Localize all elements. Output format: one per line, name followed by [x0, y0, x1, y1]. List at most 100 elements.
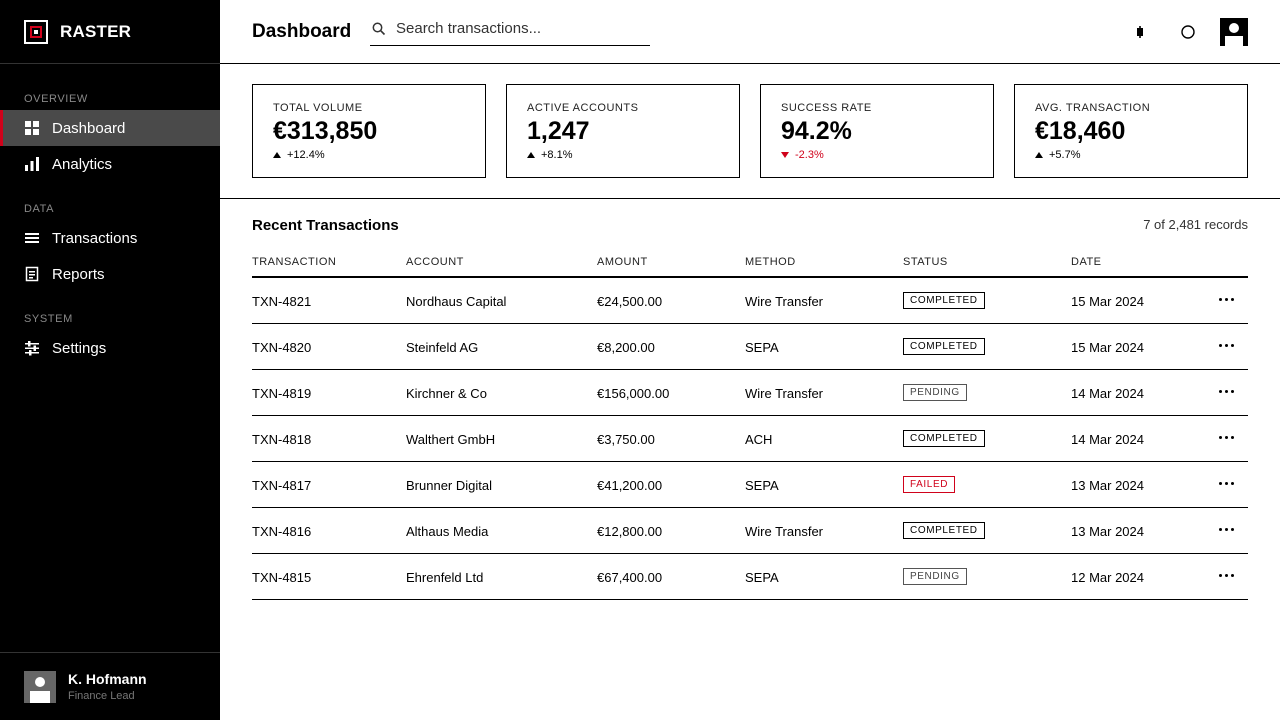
- column-header-transaction[interactable]: TRANSACTION: [252, 256, 337, 268]
- more-options-icon[interactable]: [1218, 521, 1238, 537]
- more-options-icon[interactable]: [1218, 567, 1238, 583]
- brand[interactable]: RASTER: [24, 20, 131, 44]
- amount: €12,800.00: [597, 524, 663, 539]
- status-badge: COMPLETED: [903, 522, 985, 539]
- table-row[interactable]: TXN-4820 Steinfeld AG €8,200.00 SEPA COM…: [252, 324, 1248, 370]
- sidebar-item-label: Settings: [52, 339, 107, 357]
- method: ACH: [745, 432, 773, 447]
- amount: €3,750.00: [597, 432, 655, 447]
- sidebar-item-label: Transactions: [52, 229, 138, 247]
- amount: €156,000.00: [597, 386, 670, 401]
- amount: €67,400.00: [597, 570, 663, 585]
- sidebar: RASTER OVERVIEW Dashboard Analytics DATA…: [0, 0, 220, 720]
- top-header: Dashboard: [220, 0, 1280, 64]
- trend-up-icon: [527, 152, 535, 158]
- record-count: 7 of 2,481 records: [1143, 217, 1248, 232]
- kpi-delta: +8.1%: [527, 149, 573, 161]
- document-icon: [25, 266, 39, 282]
- transaction-id: TXN-4820: [252, 340, 312, 355]
- trend-up-icon: [1035, 152, 1043, 158]
- method: SEPA: [745, 478, 779, 493]
- transaction-id: TXN-4815: [252, 570, 312, 585]
- method: SEPA: [745, 340, 779, 355]
- sidebar-item-transactions[interactable]: Transactions: [0, 220, 220, 256]
- kpi-value: 94.2%: [781, 117, 852, 145]
- status-badge: COMPLETED: [903, 292, 985, 309]
- method: Wire Transfer: [745, 294, 824, 309]
- list-icon: [25, 233, 39, 243]
- account-name: Brunner Digital: [406, 478, 492, 493]
- table-header: TRANSACTION ACCOUNT AMOUNT METHOD STATUS…: [252, 252, 1248, 278]
- more-options-icon[interactable]: [1218, 475, 1238, 491]
- amount: €8,200.00: [597, 340, 655, 355]
- table-row[interactable]: TXN-4821 Nordhaus Capital €24,500.00 Wir…: [252, 278, 1248, 324]
- status-badge: COMPLETED: [903, 430, 985, 447]
- account-name: Steinfeld AG: [406, 340, 479, 355]
- sliders-icon: [25, 341, 39, 356]
- kpi-value: 1,247: [527, 117, 590, 145]
- more-options-icon[interactable]: [1218, 383, 1238, 399]
- amount: €41,200.00: [597, 478, 663, 493]
- kpi-card-total-volume: TOTAL VOLUME €313,850 +12.4%: [252, 84, 486, 178]
- kpi-delta: +5.7%: [1035, 149, 1081, 161]
- trend-down-icon: [781, 152, 789, 158]
- column-header-method[interactable]: METHOD: [745, 256, 796, 268]
- account-name: Kirchner & Co: [406, 386, 487, 401]
- kpi-label: TOTAL VOLUME: [273, 102, 363, 114]
- amount: €24,500.00: [597, 294, 663, 309]
- table-row[interactable]: TXN-4816 Althaus Media €12,800.00 Wire T…: [252, 508, 1248, 554]
- nav-section-overview: OVERVIEW: [24, 93, 88, 105]
- date: 15 Mar 2024: [1071, 294, 1144, 309]
- more-options-icon[interactable]: [1218, 337, 1238, 353]
- bell-icon[interactable]: [1128, 20, 1152, 44]
- kpi-row: TOTAL VOLUME €313,850 +12.4% ACTIVE ACCO…: [252, 84, 1248, 178]
- transaction-id: TXN-4816: [252, 524, 312, 539]
- kpi-delta: +12.4%: [273, 149, 325, 161]
- account-name: Nordhaus Capital: [406, 294, 507, 309]
- kpi-delta-value: +5.7%: [1049, 149, 1081, 161]
- status-badge: PENDING: [903, 384, 967, 401]
- date: 14 Mar 2024: [1071, 386, 1144, 401]
- method: Wire Transfer: [745, 524, 824, 539]
- nav-section-data: DATA: [24, 203, 55, 215]
- user-name: K. Hofmann: [68, 671, 147, 687]
- method: Wire Transfer: [745, 386, 824, 401]
- user-role: Finance Lead: [68, 690, 135, 702]
- search-input[interactable]: [396, 20, 636, 37]
- more-options-icon[interactable]: [1218, 429, 1238, 445]
- column-header-amount[interactable]: AMOUNT: [597, 256, 648, 268]
- column-header-date[interactable]: DATE: [1071, 256, 1102, 268]
- account-name: Althaus Media: [406, 524, 489, 539]
- sidebar-item-dashboard[interactable]: Dashboard: [0, 110, 220, 146]
- kpi-card-success-rate: SUCCESS RATE 94.2% -2.3%: [760, 84, 994, 178]
- date: 13 Mar 2024: [1071, 478, 1144, 493]
- column-header-account[interactable]: ACCOUNT: [406, 256, 464, 268]
- column-header-status[interactable]: STATUS: [903, 256, 948, 268]
- table-row[interactable]: TXN-4817 Brunner Digital €41,200.00 SEPA…: [252, 462, 1248, 508]
- circle-icon[interactable]: [1176, 20, 1200, 44]
- sidebar-item-settings[interactable]: Settings: [0, 330, 220, 366]
- table-row[interactable]: TXN-4815 Ehrenfeld Ltd €67,400.00 SEPA P…: [252, 554, 1248, 600]
- trend-up-icon: [273, 152, 281, 158]
- method: SEPA: [745, 570, 779, 585]
- user-avatar-icon[interactable]: [1220, 18, 1248, 46]
- sidebar-item-label: Analytics: [52, 155, 113, 173]
- date: 14 Mar 2024: [1071, 432, 1144, 447]
- sidebar-item-reports[interactable]: Reports: [0, 256, 220, 292]
- table-row[interactable]: TXN-4819 Kirchner & Co €156,000.00 Wire …: [252, 370, 1248, 416]
- kpi-delta-value: +12.4%: [287, 149, 325, 161]
- sidebar-divider: [0, 63, 220, 64]
- search-bar[interactable]: [370, 12, 650, 46]
- sidebar-item-analytics[interactable]: Analytics: [0, 146, 220, 182]
- user-avatar[interactable]: [24, 671, 56, 703]
- grid-icon: [25, 121, 39, 135]
- kpi-card-active-accounts: ACTIVE ACCOUNTS 1,247 +8.1%: [506, 84, 740, 178]
- kpi-value: €18,460: [1035, 117, 1126, 145]
- kpi-label: ACTIVE ACCOUNTS: [527, 102, 639, 114]
- table-row[interactable]: TXN-4818 Walthert GmbH €3,750.00 ACH COM…: [252, 416, 1248, 462]
- search-icon: [372, 22, 386, 35]
- status-badge: FAILED: [903, 476, 956, 493]
- kpi-value: €313,850: [273, 117, 378, 145]
- more-options-icon[interactable]: [1218, 291, 1238, 307]
